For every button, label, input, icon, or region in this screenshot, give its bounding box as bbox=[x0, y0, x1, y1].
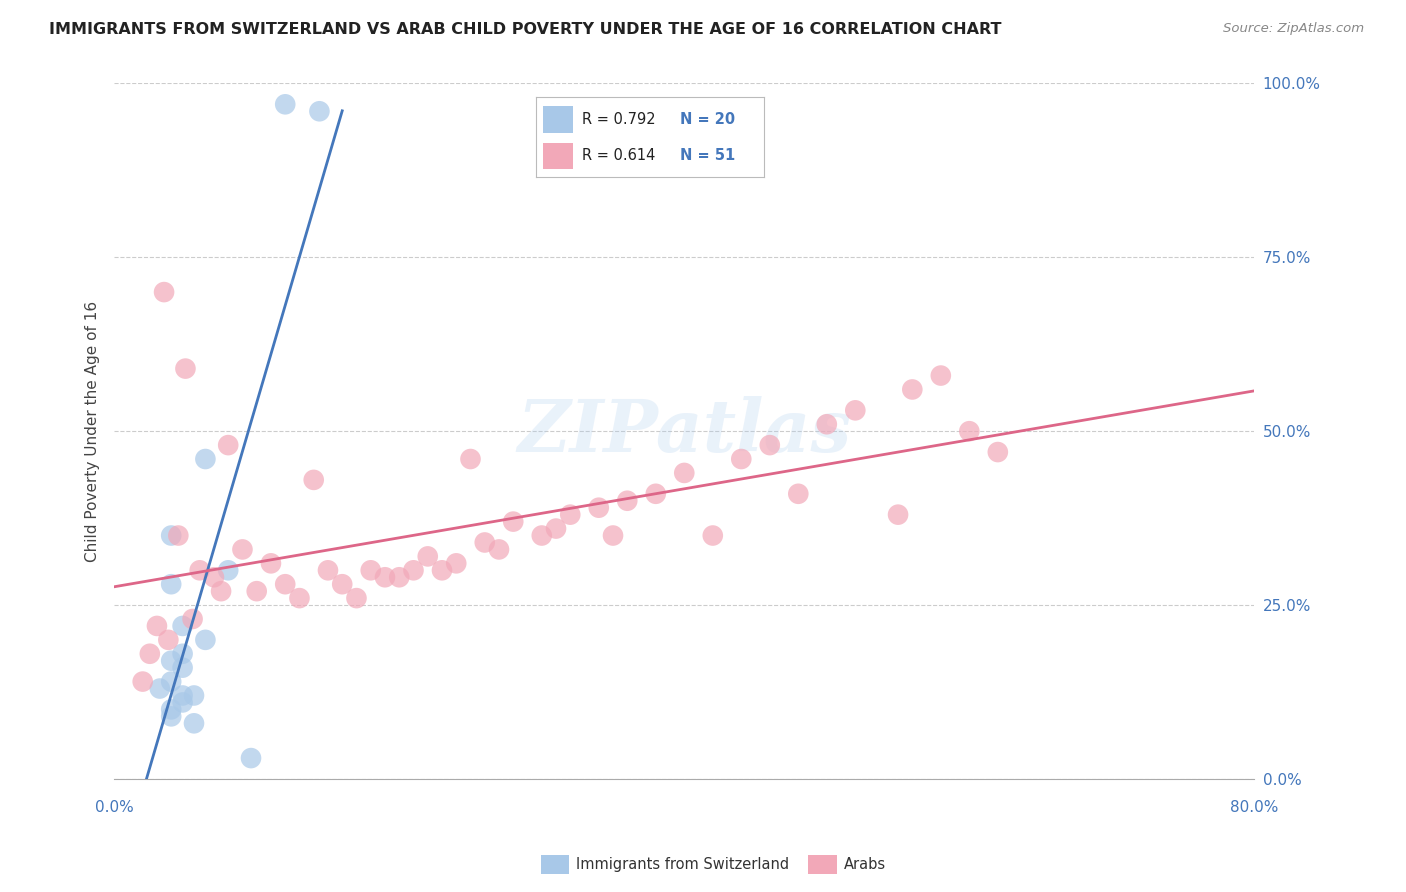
Point bbox=[957, 424, 980, 438]
Point bbox=[360, 563, 382, 577]
Point bbox=[209, 584, 232, 599]
Text: Source: ZipAtlas.com: Source: ZipAtlas.com bbox=[1223, 22, 1364, 36]
Text: Arabs: Arabs bbox=[844, 857, 886, 871]
Point bbox=[146, 619, 169, 633]
Point bbox=[544, 522, 567, 536]
Point bbox=[274, 97, 297, 112]
Point bbox=[160, 654, 183, 668]
Point bbox=[502, 515, 524, 529]
Point bbox=[194, 452, 217, 467]
Point bbox=[388, 570, 411, 584]
Point bbox=[759, 438, 782, 452]
Point bbox=[183, 716, 205, 731]
Point bbox=[172, 647, 194, 661]
Point bbox=[460, 452, 482, 467]
Point bbox=[987, 445, 1010, 459]
Point bbox=[160, 674, 183, 689]
Point bbox=[172, 661, 194, 675]
Point bbox=[416, 549, 439, 564]
Point bbox=[172, 689, 194, 703]
Point bbox=[402, 563, 425, 577]
Point bbox=[346, 591, 368, 606]
Point bbox=[588, 500, 610, 515]
Point bbox=[444, 557, 467, 571]
Point bbox=[488, 542, 510, 557]
Point bbox=[181, 612, 204, 626]
Text: 80.0%: 80.0% bbox=[1230, 800, 1278, 814]
Point bbox=[274, 577, 297, 591]
Point bbox=[901, 383, 924, 397]
Point bbox=[172, 619, 194, 633]
Point bbox=[160, 702, 183, 716]
Point bbox=[288, 591, 311, 606]
Point bbox=[330, 577, 353, 591]
Point bbox=[188, 563, 211, 577]
Point bbox=[815, 417, 838, 432]
Y-axis label: Child Poverty Under the Age of 16: Child Poverty Under the Age of 16 bbox=[86, 301, 100, 562]
Point bbox=[131, 674, 153, 689]
Point bbox=[149, 681, 172, 696]
Point bbox=[308, 104, 330, 119]
Point bbox=[787, 487, 810, 501]
Point bbox=[302, 473, 325, 487]
Point bbox=[160, 577, 183, 591]
Point bbox=[194, 632, 217, 647]
Point bbox=[260, 557, 283, 571]
Point bbox=[530, 528, 553, 542]
Point bbox=[887, 508, 910, 522]
Point bbox=[730, 452, 752, 467]
Text: IMMIGRANTS FROM SWITZERLAND VS ARAB CHILD POVERTY UNDER THE AGE OF 16 CORRELATIO: IMMIGRANTS FROM SWITZERLAND VS ARAB CHIL… bbox=[49, 22, 1001, 37]
Point bbox=[560, 508, 582, 522]
Point bbox=[160, 528, 183, 542]
Point bbox=[474, 535, 496, 549]
Point bbox=[231, 542, 253, 557]
Point bbox=[673, 466, 696, 480]
Point bbox=[167, 528, 190, 542]
Text: 0.0%: 0.0% bbox=[94, 800, 134, 814]
Point bbox=[217, 438, 239, 452]
Point bbox=[929, 368, 952, 383]
Point bbox=[202, 570, 225, 584]
Point bbox=[246, 584, 269, 599]
Point bbox=[153, 285, 176, 299]
Point bbox=[702, 528, 724, 542]
Point bbox=[139, 647, 162, 661]
Point bbox=[602, 528, 624, 542]
Text: Immigrants from Switzerland: Immigrants from Switzerland bbox=[576, 857, 790, 871]
Point bbox=[644, 487, 666, 501]
Point bbox=[240, 751, 263, 765]
Point bbox=[172, 695, 194, 709]
Point bbox=[160, 709, 183, 723]
Point bbox=[217, 563, 239, 577]
Point bbox=[157, 632, 180, 647]
Point bbox=[374, 570, 396, 584]
Point bbox=[316, 563, 339, 577]
Text: ZIPatlas: ZIPatlas bbox=[517, 396, 852, 467]
Point bbox=[430, 563, 453, 577]
Point bbox=[183, 689, 205, 703]
Point bbox=[174, 361, 197, 376]
Point bbox=[844, 403, 866, 417]
Point bbox=[616, 493, 638, 508]
